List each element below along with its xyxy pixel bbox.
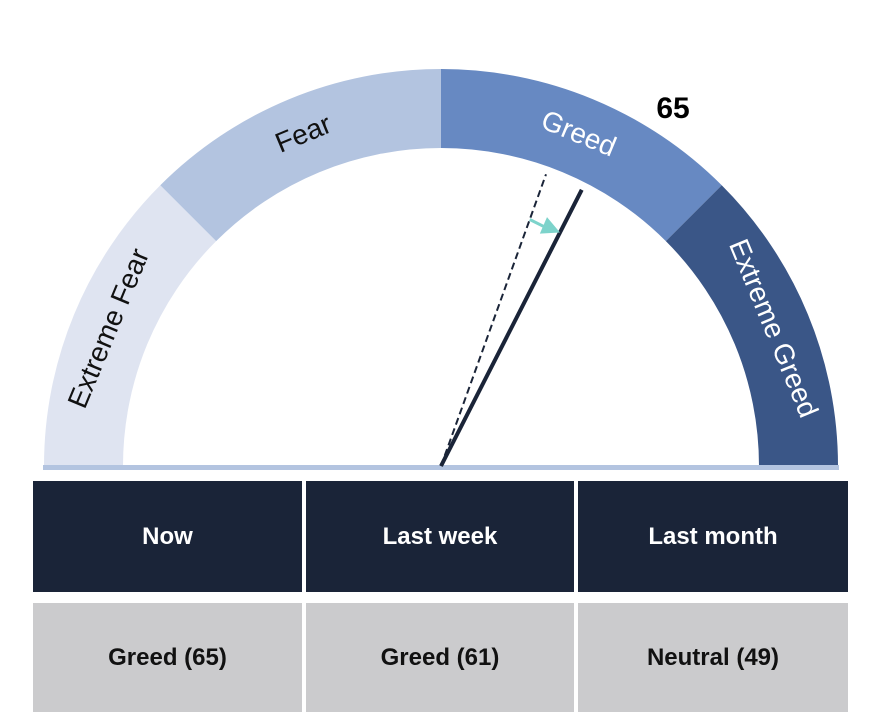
previous-needle [440, 173, 547, 467]
value-last-month: Neutral (49) [578, 603, 848, 712]
current-needle [439, 188, 584, 467]
change-arrowhead [539, 217, 560, 234]
gauge-band-fear [160, 69, 441, 242]
value-last-week: Greed (61) [306, 603, 574, 712]
header-last-week: Last week [306, 481, 574, 592]
header-last-month: Last month [578, 481, 848, 592]
gauge-band-extreme-fear [44, 185, 217, 466]
gauge-baseline [43, 465, 839, 470]
gauge-band-extreme-greed [665, 185, 838, 466]
header-now: Now [33, 481, 302, 592]
gauge-value-label: 65 [656, 92, 689, 125]
gauge-band-greed [441, 69, 722, 242]
value-now: Greed (65) [33, 603, 302, 712]
